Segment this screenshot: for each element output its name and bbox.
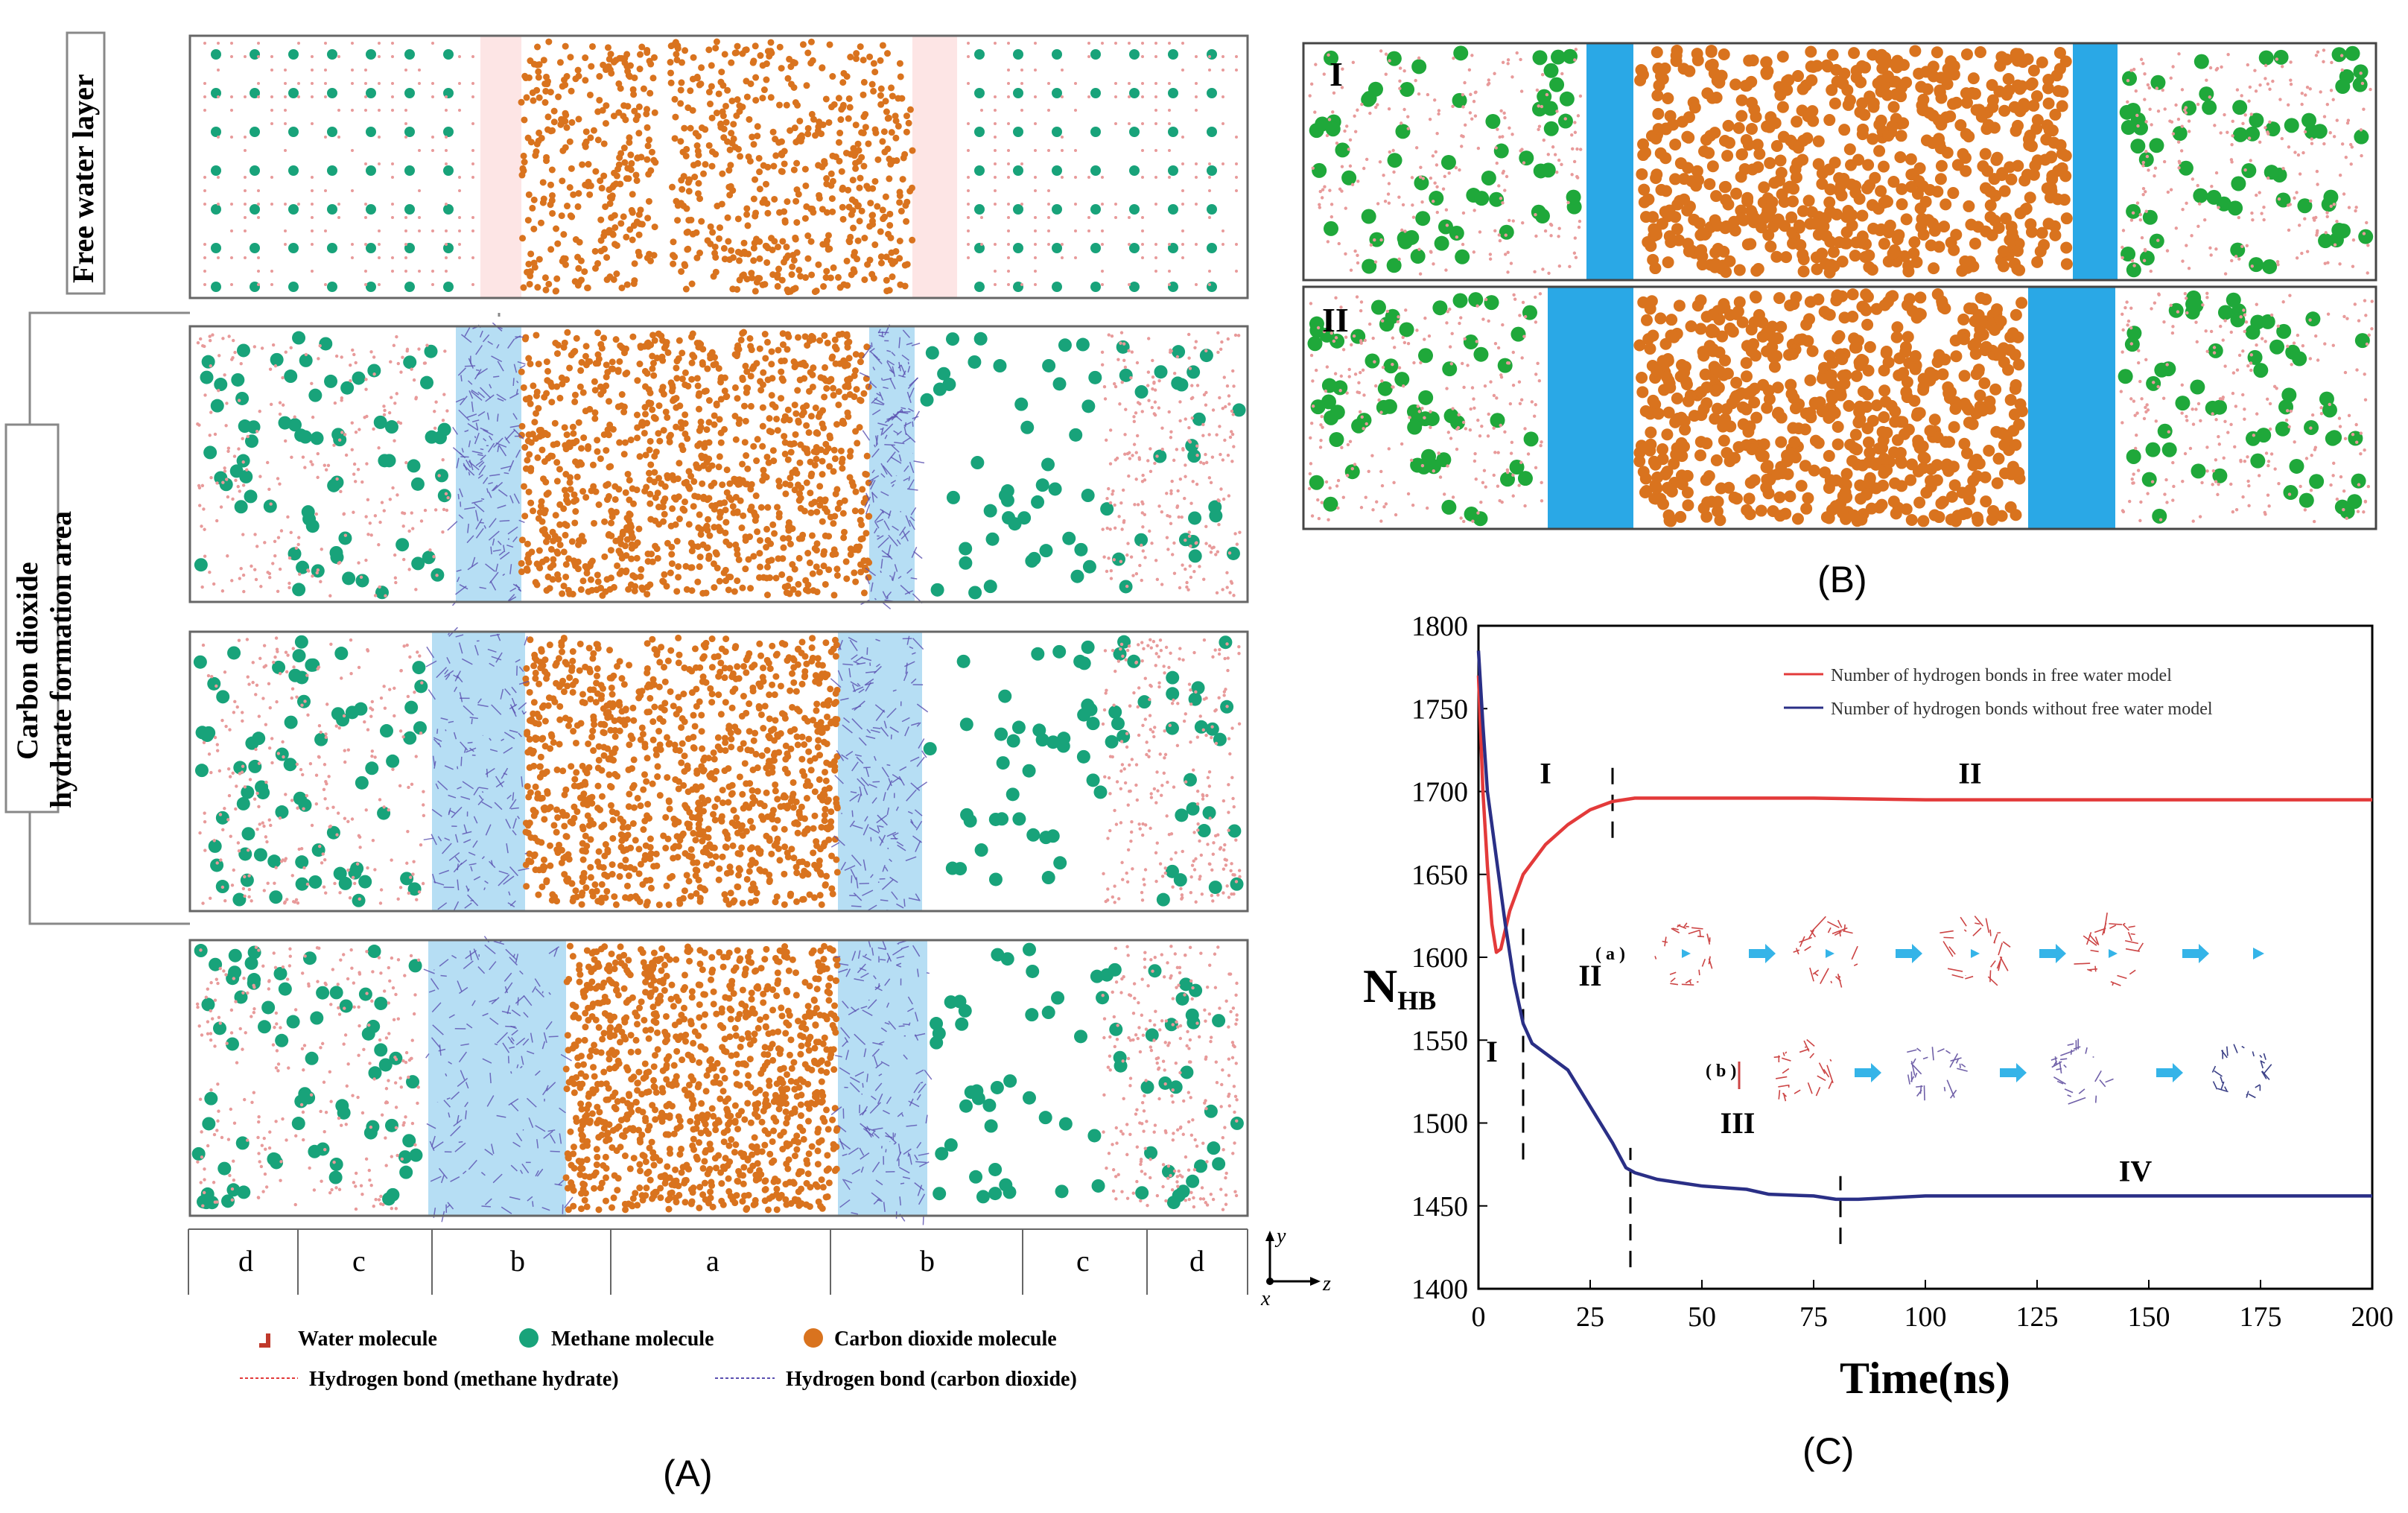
legend-co2: Carbon dioxide molecule (834, 1328, 1057, 1351)
region-a: a (706, 1244, 719, 1278)
sim-box-a-4 (188, 936, 1249, 1225)
x-tick-label: 100 (1905, 1301, 1947, 1333)
co2-icon (804, 1328, 823, 1348)
legend-methane: Methane molecule (551, 1328, 714, 1351)
panel-c: 0 25 50 75 100 125 150 175 200 1400 1450 1500 1550 16… (1363, 611, 2394, 1472)
legend-text-red: Number of hydrogen bonds in free water m… (1831, 666, 2172, 685)
y-axis-label: NHB (1363, 959, 1436, 1015)
arrow-icon (1855, 1063, 1881, 1082)
x-tick-label: 75 (1799, 1301, 1828, 1333)
co2-area-label-1: Carbon dioxide (10, 562, 44, 760)
inset-b-label: ( b ) (1706, 1062, 1736, 1081)
phase-label: I (1540, 756, 1551, 790)
free-water-label-box (66, 31, 106, 295)
y-tick-label: 1550 (1411, 1025, 1468, 1056)
arrow-icon (1896, 944, 1922, 963)
free-water-label: Free water layer (66, 74, 100, 283)
phase-label: IV (2119, 1154, 2153, 1187)
sim-box-a-1 (188, 34, 1249, 299)
inset-a-label: ( a ) (1595, 945, 1625, 964)
region-b-left: b (510, 1244, 525, 1278)
x-tick-label: 200 (2351, 1301, 2394, 1333)
y-tick-label: 1700 (1411, 777, 1468, 808)
axis-y-label: y (1274, 1225, 1286, 1248)
panel-a: Free water layer Carbon dioxide hydrate … (4, 31, 1331, 1494)
sim-box-b-1 (1302, 42, 2377, 282)
water-icon (259, 1333, 270, 1348)
row-label-II: II (1322, 301, 1349, 339)
axes-glyph: y z x (1260, 1225, 1331, 1310)
caption-a: (A) (663, 1453, 713, 1494)
y-tick-label: 1600 (1411, 942, 1468, 974)
caption-c: (C) (1802, 1430, 1854, 1472)
sim-box-a-2 (188, 322, 1249, 610)
axis-z-label: z (1322, 1272, 1331, 1295)
phase-label: III (1721, 1106, 1756, 1140)
region-d-left: d (238, 1244, 253, 1278)
phase-label: II (1958, 756, 1981, 790)
sim-box-a-3 (188, 627, 1249, 913)
x-tick-label: 175 (2240, 1301, 2282, 1333)
x-tick-label: 0 (1472, 1301, 1486, 1333)
region-d-right: d (1189, 1244, 1204, 1278)
x-tick-label: 150 (2128, 1301, 2170, 1333)
arrow-icon (2156, 1063, 2183, 1082)
x-tick-label: 25 (1576, 1301, 1604, 1333)
y-tick-label: 1500 (1411, 1108, 1468, 1140)
panel-b: I II (B) (1302, 42, 2377, 600)
methane-icon (519, 1328, 539, 1348)
arrow-icon (2182, 944, 2209, 963)
y-tick-label: 1750 (1411, 694, 1468, 725)
y-tick-label: 1450 (1411, 1191, 1468, 1222)
co2-area-label-box (4, 423, 60, 813)
inset-b: ( b ) (1706, 1038, 2272, 1105)
legend-hb-co2: Hydrogen bond (carbon dioxide) (786, 1368, 1077, 1391)
axis-x-label: x (1260, 1287, 1271, 1310)
series-line-1 (1476, 675, 2372, 954)
legend-water: Water molecule (298, 1328, 437, 1351)
phase-label: I (1486, 1035, 1498, 1068)
region-c-left: c (352, 1244, 366, 1278)
series-line-2 (1476, 650, 2372, 1202)
x-axis-label: Time(ns) (1840, 1354, 2010, 1403)
region-b-right: b (920, 1244, 935, 1278)
arrow-icon (1749, 944, 1776, 963)
legend-hb-methane: Hydrogen bond (methane hydrate) (309, 1368, 619, 1391)
y-tick-label: 1800 (1411, 611, 1468, 642)
legend-a: Water molecule Methane molecule Carbon d… (240, 1328, 1077, 1391)
arrow-icon (2000, 1063, 2027, 1082)
arrow-icon (2039, 944, 2066, 963)
y-tick-label: 1400 (1411, 1274, 1468, 1305)
co2-area-label-2: hydrate formation area (44, 511, 77, 808)
phase-label: II (1578, 959, 1601, 992)
legend-text-blue: Number of hydrogen bonds without free wa… (1831, 700, 2213, 719)
y-tick-label: 1650 (1411, 860, 1468, 891)
x-tick-label: 50 (1688, 1301, 1716, 1333)
region-c-right: c (1076, 1244, 1090, 1278)
inset-a: ( a ) (1595, 912, 2264, 988)
x-tick-label: 125 (2016, 1301, 2059, 1333)
sim-box-b-2 (1302, 285, 2377, 530)
caption-b: (B) (1817, 559, 1867, 600)
row-label-I: I (1330, 55, 1343, 93)
